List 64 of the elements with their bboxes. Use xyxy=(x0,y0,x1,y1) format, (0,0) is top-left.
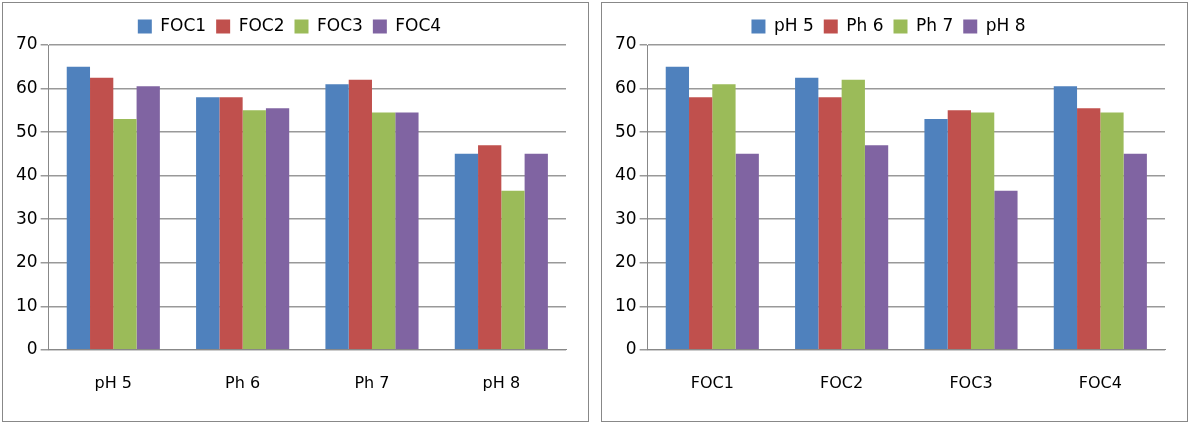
y-tick-label: 60 xyxy=(15,76,38,97)
bar xyxy=(1053,86,1078,350)
bar xyxy=(818,97,842,350)
y-tick-label: 10 xyxy=(15,294,38,315)
y-tick-label: 0 xyxy=(625,338,637,359)
x-tick-label: FOC3 xyxy=(949,372,993,392)
y-tick-label: 50 xyxy=(614,120,637,141)
bar xyxy=(994,190,1018,350)
x-tick-label: pH 8 xyxy=(482,372,521,392)
bar xyxy=(325,84,349,350)
bar xyxy=(90,77,114,350)
legend-label: FOC2 xyxy=(238,14,285,35)
bar xyxy=(665,66,690,350)
bar xyxy=(265,108,290,350)
y-tick-label: 0 xyxy=(26,338,38,359)
bar xyxy=(395,112,419,350)
y-tick-label: 40 xyxy=(15,164,38,185)
bar xyxy=(795,77,819,350)
bar xyxy=(1100,112,1124,350)
x-tick-label: Ph 7 xyxy=(354,372,390,392)
y-tick-label: 40 xyxy=(614,164,637,185)
y-tick-label: 30 xyxy=(15,207,38,228)
y-tick-label: 20 xyxy=(614,251,637,272)
legend-label: pH 5 xyxy=(773,14,814,35)
bar xyxy=(712,84,736,350)
x-tick-label: Ph 6 xyxy=(225,372,261,392)
legend-label: FOC1 xyxy=(160,14,207,35)
bar xyxy=(66,66,91,350)
legend-label: Ph 7 xyxy=(916,14,954,35)
legend-label: Ph 6 xyxy=(846,14,884,35)
bar xyxy=(970,112,995,350)
bar xyxy=(219,97,243,350)
bar xyxy=(841,79,865,350)
bar xyxy=(864,145,889,350)
bar xyxy=(1123,153,1147,350)
bar xyxy=(924,119,948,350)
bar xyxy=(371,112,396,350)
x-tick-label: FOC4 xyxy=(1078,372,1122,392)
bar xyxy=(454,153,479,350)
bar xyxy=(242,110,266,350)
bar xyxy=(735,153,759,350)
bar xyxy=(136,86,160,350)
bar xyxy=(947,110,971,350)
bar xyxy=(1077,108,1101,350)
y-tick-label: 70 xyxy=(614,33,637,54)
y-tick-label: 70 xyxy=(15,33,38,54)
y-tick-label: 60 xyxy=(614,76,637,97)
y-tick-label: 10 xyxy=(614,294,637,315)
bar xyxy=(501,190,525,350)
bar xyxy=(113,119,137,350)
bar xyxy=(478,145,502,350)
y-tick-label: 50 xyxy=(15,120,38,141)
legend-label: FOC3 xyxy=(317,14,363,35)
legend-label: FOC4 xyxy=(395,14,442,35)
bar xyxy=(196,97,220,350)
x-tick-label: pH 5 xyxy=(94,372,133,392)
bar xyxy=(689,97,713,350)
x-tick-label: FOC2 xyxy=(820,372,864,392)
y-tick-label: 30 xyxy=(614,207,637,228)
bar xyxy=(524,153,548,350)
legend-label: pH 8 xyxy=(985,14,1026,35)
y-tick-label: 20 xyxy=(15,251,38,272)
bar xyxy=(348,79,372,350)
x-tick-label: FOC1 xyxy=(690,372,734,392)
